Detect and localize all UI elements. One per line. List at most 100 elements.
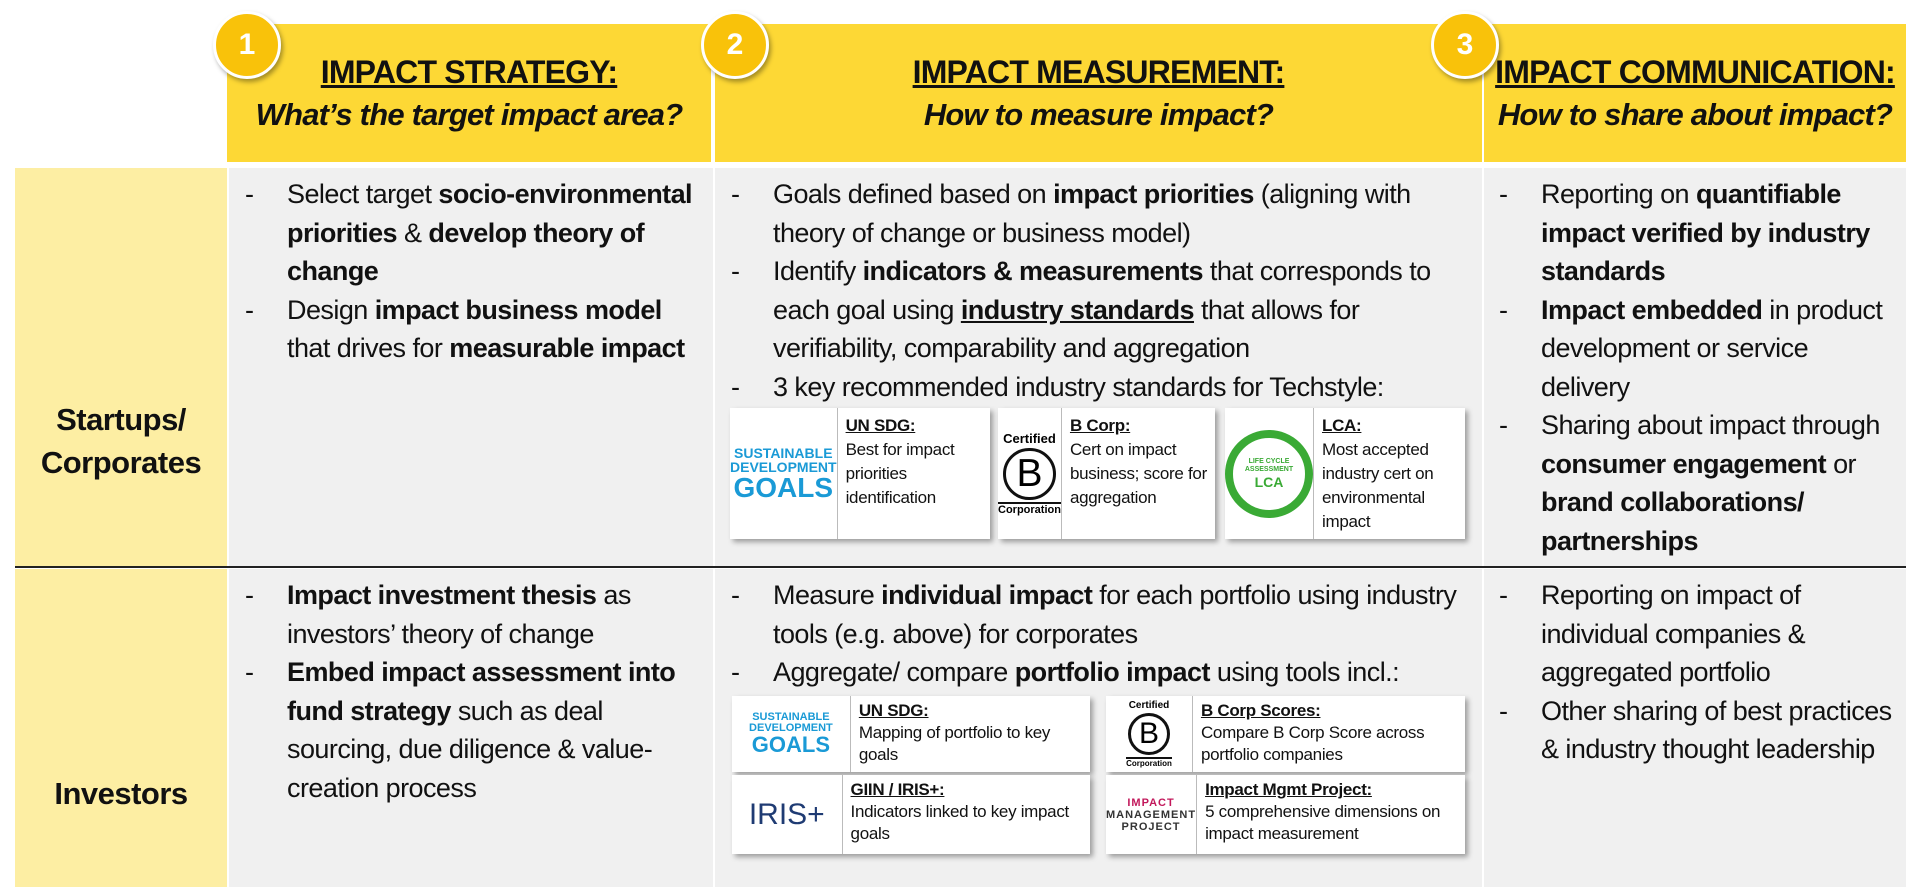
text-segment: that allows for verifiability, comparabi…: [773, 294, 1360, 364]
bullet-item: - Select target socio-environmental prior…: [245, 175, 703, 291]
standard-desc: Compare B Corp Score across portfolio co…: [1200, 723, 1425, 764]
standard-card: Certified B Corporation B Corp Scores: Compa…: [1106, 696, 1465, 772]
step-number: 3: [1431, 11, 1499, 79]
logo-text: SUSTAINABLE: [752, 711, 830, 723]
standard-title: B Corp:: [1069, 416, 1131, 435]
standard-title: B Corp Scores:: [1200, 701, 1321, 720]
bullet-item: - Embed impact assessment into fund strat…: [245, 653, 703, 807]
standard-title: Impact Mgmt Project:: [1205, 780, 1372, 799]
bullet-list: - Reporting on quantifiable impact verifi…: [1499, 175, 1901, 560]
bullet-list: - Goals defined based on impact prioritie…: [731, 175, 1473, 406]
row-label: Investors: [54, 776, 188, 811]
logo-text: MANAGEMENT: [1106, 808, 1197, 821]
standard-text: B Corp: Cert on impact business; score fo…: [1062, 408, 1215, 539]
column-title: IMPACT COMMUNICATION:: [1495, 54, 1896, 90]
logo-text: LCA: [1254, 473, 1284, 490]
bullet-item: - Design impact business model that drive…: [245, 291, 703, 368]
text-segment: for each portfolio using industry tools …: [773, 580, 1457, 649]
standard-logo: LIFE CYCLE ASSESSMENT LCA: [1225, 408, 1314, 539]
bullet-dash: -: [245, 179, 254, 209]
text-segment: portfolio impact: [1014, 657, 1211, 687]
text-segment: &: [397, 217, 429, 248]
logo-text: Corporation: [1126, 757, 1172, 768]
row-label: Startups/ Corporates: [40, 402, 202, 480]
standard-text: Impact Mgmt Project: 5 comprehensive dime…: [1197, 775, 1465, 854]
text-segment: Measure: [773, 580, 882, 610]
text-segment: socio-environmental priorities: [287, 179, 693, 248]
standard-text: B Corp Scores: Compare B Corp Score acros…: [1193, 696, 1465, 772]
logo-text: DEVELOPMENT: [730, 458, 837, 475]
bullet-dash: -: [1499, 580, 1508, 610]
row-label-bg: [15, 569, 227, 887]
standard-title: UN SDG:: [845, 416, 916, 435]
logo-text: PROJECT: [1121, 820, 1181, 833]
bullet-list: - Impact investment thesis as investors’ …: [245, 576, 703, 807]
standard-logo: Certified B Corporation: [998, 408, 1062, 539]
standard-text: UN SDG: Best for impact priorities identi…: [838, 408, 990, 539]
standard-desc: 5 comprehensive dimensions on impact mea…: [1205, 802, 1441, 843]
bullet-dash: -: [731, 657, 740, 687]
standard-card: SUSTAINABLE DEVELOPMENT GOALS UN SDG: Best f…: [730, 408, 990, 539]
standard-text: LCA: Most accepted industry cert on envir…: [1314, 408, 1465, 539]
bullet-item: - Goals defined based on impact prioritie…: [731, 175, 1473, 252]
text-segment: Aggregate/ compare: [773, 657, 1015, 687]
bullet-item: - 3 key recommended industry standards fo…: [731, 368, 1473, 407]
bullet-item: - Identify indicators & measurements that…: [731, 252, 1473, 368]
row-divider: [15, 566, 1906, 568]
standard-logo: IRIS+: [732, 775, 843, 854]
text-segment: 3 key recommended industry standards for…: [773, 371, 1384, 402]
standard-desc: Cert on impact business; score for aggre…: [1069, 440, 1207, 507]
text-segment: Identify: [773, 256, 863, 286]
text-segment: in product development or service delive…: [1541, 294, 1883, 402]
text-segment: measurable impact: [449, 333, 685, 363]
text-segment: impact business model: [374, 294, 663, 325]
standard-card: Certified B Corporation B Corp: Cert on impa…: [998, 408, 1215, 539]
standard-desc: Best for impact priorities identificatio…: [845, 440, 955, 507]
text-segment: or: [1826, 448, 1856, 479]
text-segment: using tools incl.:: [1209, 657, 1400, 687]
text-segment: brand collaborations/ partnerships: [1541, 487, 1805, 556]
text-segment: Reporting on: [1541, 179, 1696, 209]
standard-desc: Most accepted industry cert on environme…: [1322, 440, 1434, 531]
column-header: IMPACT STRATEGY: What’s the target impact…: [227, 24, 711, 162]
standard-text: GIIN / IRIS+: Indicators linked to key im…: [843, 775, 1090, 854]
standard-logo: Certified B Corporation: [1106, 696, 1193, 772]
text-segment: Select target: [287, 179, 439, 209]
text-segment: that drives for: [287, 333, 450, 363]
text-segment: develop theory of change: [287, 217, 645, 287]
bullet-item: - Sharing about impact through consumer e…: [1499, 406, 1901, 560]
text-segment: consumer engagement: [1541, 448, 1827, 479]
text-segment: indicators & measurements: [862, 256, 1204, 286]
column-title: IMPACT STRATEGY:: [320, 54, 618, 90]
logo-text: DEVELOPMENT: [749, 722, 833, 734]
standard-title: GIIN / IRIS+:: [850, 780, 945, 799]
bullet-list: - Measure individual impact for each port…: [731, 576, 1473, 692]
bullet-dash: -: [1499, 179, 1508, 209]
text-segment: Reporting on impact of individual compan…: [1541, 580, 1806, 687]
cell-bg: [1484, 569, 1906, 887]
cell-bg: [229, 168, 713, 566]
text-segment: that corresponds to each goal using: [773, 256, 1431, 325]
logo-text: IRIS+: [748, 797, 825, 831]
standard-logo: IMPACT MANAGEMENT PROJECT: [1106, 775, 1198, 854]
row-label-bg: [15, 168, 227, 566]
bullet-dash: -: [1499, 410, 1508, 440]
logo-text: LIFE CYCLE ASSESSMENT: [1244, 457, 1294, 473]
bullet-list: - Select target socio-environmental prior…: [245, 175, 703, 368]
bullet-dash: -: [1499, 294, 1508, 325]
column-question: How to share about impact?: [1497, 97, 1893, 132]
standard-logo: SUSTAINABLE DEVELOPMENT GOALS: [730, 408, 838, 539]
text-segment: Other sharing of best practices & indust…: [1541, 695, 1892, 765]
logo-text: Corporation: [998, 502, 1061, 517]
standard-card: SUSTAINABLE DEVELOPMENT GOALS UN SDG: Mappin…: [732, 696, 1090, 772]
text-segment: Goals defined based on: [773, 179, 1054, 209]
text-segment: quantifiable impact verified by industry…: [1541, 179, 1870, 286]
standard-title: LCA:: [1322, 416, 1362, 435]
logo-text: Certified: [1128, 700, 1170, 711]
bullet-item: - Measure individual impact for each port…: [731, 576, 1473, 653]
bullet-list: - Reporting on impact of individual compa…: [1499, 576, 1901, 769]
bullet-item: - Reporting on impact of individual compa…: [1499, 576, 1901, 692]
bullet-dash: -: [1499, 695, 1508, 726]
text-segment: Sharing about impact through: [1541, 410, 1880, 440]
